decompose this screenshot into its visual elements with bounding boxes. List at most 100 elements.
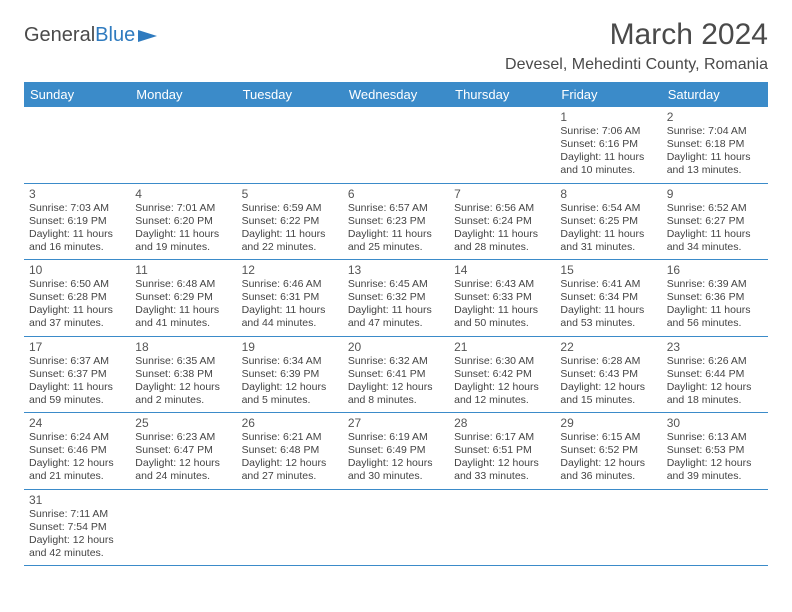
calendar-cell [555, 489, 661, 566]
sunrise-text: Sunrise: 6:26 AM [667, 355, 763, 368]
daylight2-text: and 31 minutes. [560, 241, 656, 254]
sunrise-text: Sunrise: 6:13 AM [667, 431, 763, 444]
day-number: 2 [667, 110, 763, 124]
calendar-cell: 18Sunrise: 6:35 AMSunset: 6:38 PMDayligh… [130, 336, 236, 413]
daylight1-text: Daylight: 12 hours [667, 457, 763, 470]
logo-text-2: Blue [95, 24, 135, 47]
sunrise-text: Sunrise: 6:41 AM [560, 278, 656, 291]
daylight1-text: Daylight: 12 hours [560, 381, 656, 394]
daylight1-text: Daylight: 11 hours [29, 381, 125, 394]
sunrise-text: Sunrise: 6:35 AM [135, 355, 231, 368]
daylight2-text: and 27 minutes. [242, 470, 338, 483]
daylight2-text: and 34 minutes. [667, 241, 763, 254]
daylight2-text: and 56 minutes. [667, 317, 763, 330]
sunset-text: Sunset: 6:24 PM [454, 215, 550, 228]
day-number: 3 [29, 187, 125, 201]
calendar-cell: 9Sunrise: 6:52 AMSunset: 6:27 PMDaylight… [662, 183, 768, 260]
calendar-cell: 22Sunrise: 6:28 AMSunset: 6:43 PMDayligh… [555, 336, 661, 413]
sunset-text: Sunset: 6:20 PM [135, 215, 231, 228]
sunrise-text: Sunrise: 6:28 AM [560, 355, 656, 368]
calendar-cell [237, 107, 343, 183]
daylight2-text: and 16 minutes. [29, 241, 125, 254]
calendar-row: 31Sunrise: 7:11 AMSunset: 7:54 PMDayligh… [24, 489, 768, 566]
calendar-cell: 31Sunrise: 7:11 AMSunset: 7:54 PMDayligh… [24, 489, 130, 566]
daylight1-text: Daylight: 11 hours [667, 151, 763, 164]
calendar-cell: 21Sunrise: 6:30 AMSunset: 6:42 PMDayligh… [449, 336, 555, 413]
logo-flag-icon [137, 28, 159, 44]
daylight1-text: Daylight: 11 hours [667, 304, 763, 317]
daylight1-text: Daylight: 12 hours [242, 381, 338, 394]
daylight1-text: Daylight: 11 hours [454, 228, 550, 241]
day-number: 23 [667, 340, 763, 354]
sunrise-text: Sunrise: 6:54 AM [560, 202, 656, 215]
weekday-fri: Friday [555, 82, 661, 107]
day-number: 8 [560, 187, 656, 201]
calendar-row: 10Sunrise: 6:50 AMSunset: 6:28 PMDayligh… [24, 260, 768, 337]
daylight1-text: Daylight: 12 hours [667, 381, 763, 394]
daylight1-text: Daylight: 11 hours [560, 304, 656, 317]
calendar-cell: 20Sunrise: 6:32 AMSunset: 6:41 PMDayligh… [343, 336, 449, 413]
logo-text-1: General [24, 24, 95, 47]
title-block: March 2024 Devesel, Mehedinti County, Ro… [505, 18, 768, 74]
calendar-cell: 27Sunrise: 6:19 AMSunset: 6:49 PMDayligh… [343, 413, 449, 490]
sunrise-text: Sunrise: 6:48 AM [135, 278, 231, 291]
calendar-cell: 29Sunrise: 6:15 AMSunset: 6:52 PMDayligh… [555, 413, 661, 490]
calendar-cell: 1Sunrise: 7:06 AMSunset: 6:16 PMDaylight… [555, 107, 661, 183]
sunset-text: Sunset: 6:44 PM [667, 368, 763, 381]
sunset-text: Sunset: 6:29 PM [135, 291, 231, 304]
daylight1-text: Daylight: 11 hours [242, 304, 338, 317]
sunset-text: Sunset: 6:38 PM [135, 368, 231, 381]
daylight2-text: and 59 minutes. [29, 394, 125, 407]
calendar-row: 3Sunrise: 7:03 AMSunset: 6:19 PMDaylight… [24, 183, 768, 260]
page-title: March 2024 [505, 18, 768, 52]
logo: GeneralBlue [24, 24, 159, 47]
sunset-text: Sunset: 6:48 PM [242, 444, 338, 457]
calendar-cell: 30Sunrise: 6:13 AMSunset: 6:53 PMDayligh… [662, 413, 768, 490]
daylight2-text: and 41 minutes. [135, 317, 231, 330]
sunrise-text: Sunrise: 6:23 AM [135, 431, 231, 444]
daylight2-text: and 12 minutes. [454, 394, 550, 407]
weekday-wed: Wednesday [343, 82, 449, 107]
daylight2-text: and 42 minutes. [29, 547, 125, 560]
sunset-text: Sunset: 6:34 PM [560, 291, 656, 304]
sunrise-text: Sunrise: 6:43 AM [454, 278, 550, 291]
daylight1-text: Daylight: 11 hours [560, 151, 656, 164]
daylight2-text: and 18 minutes. [667, 394, 763, 407]
day-number: 21 [454, 340, 550, 354]
sunset-text: Sunset: 6:18 PM [667, 138, 763, 151]
day-number: 20 [348, 340, 444, 354]
sunset-text: Sunset: 6:37 PM [29, 368, 125, 381]
sunrise-text: Sunrise: 6:32 AM [348, 355, 444, 368]
sunrise-text: Sunrise: 6:56 AM [454, 202, 550, 215]
sunrise-text: Sunrise: 6:52 AM [667, 202, 763, 215]
sunset-text: Sunset: 6:33 PM [454, 291, 550, 304]
daylight1-text: Daylight: 12 hours [348, 381, 444, 394]
daylight1-text: Daylight: 11 hours [348, 228, 444, 241]
calendar-cell [237, 489, 343, 566]
calendar-cell [130, 489, 236, 566]
calendar-body: 1Sunrise: 7:06 AMSunset: 6:16 PMDaylight… [24, 107, 768, 566]
day-number: 16 [667, 263, 763, 277]
day-number: 14 [454, 263, 550, 277]
day-number: 13 [348, 263, 444, 277]
daylight1-text: Daylight: 12 hours [135, 381, 231, 394]
weekday-sun: Sunday [24, 82, 130, 107]
day-number: 9 [667, 187, 763, 201]
day-number: 1 [560, 110, 656, 124]
calendar-cell: 26Sunrise: 6:21 AMSunset: 6:48 PMDayligh… [237, 413, 343, 490]
sunrise-text: Sunrise: 6:50 AM [29, 278, 125, 291]
daylight2-text: and 37 minutes. [29, 317, 125, 330]
daylight1-text: Daylight: 12 hours [29, 534, 125, 547]
daylight1-text: Daylight: 12 hours [348, 457, 444, 470]
calendar-cell [130, 107, 236, 183]
day-number: 26 [242, 416, 338, 430]
sunset-text: Sunset: 6:22 PM [242, 215, 338, 228]
sunrise-text: Sunrise: 7:01 AM [135, 202, 231, 215]
daylight2-text: and 19 minutes. [135, 241, 231, 254]
sunset-text: Sunset: 6:25 PM [560, 215, 656, 228]
sunset-text: Sunset: 6:27 PM [667, 215, 763, 228]
calendar-cell: 5Sunrise: 6:59 AMSunset: 6:22 PMDaylight… [237, 183, 343, 260]
weekday-sat: Saturday [662, 82, 768, 107]
sunrise-text: Sunrise: 7:11 AM [29, 508, 125, 521]
sunrise-text: Sunrise: 6:59 AM [242, 202, 338, 215]
